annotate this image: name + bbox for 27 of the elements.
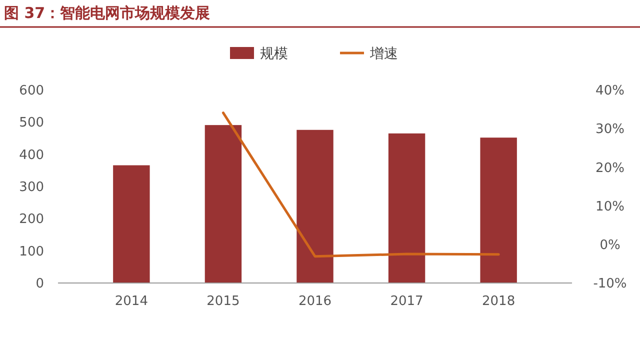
bar	[113, 165, 150, 283]
y-tick-label: 100	[19, 244, 44, 260]
y-tick-label: 200	[19, 212, 44, 228]
bar	[204, 125, 242, 283]
y2-tick-label: 0%	[600, 238, 620, 253]
y-tick-label: 500	[19, 116, 44, 131]
bar	[480, 138, 517, 283]
bar	[388, 133, 426, 283]
legend-label: 规模	[260, 46, 288, 62]
line-series	[222, 112, 500, 258]
y2-tick-label: 30%	[596, 122, 624, 138]
bar	[296, 130, 334, 283]
y2-tick-label: -10%	[593, 276, 627, 292]
y2-tick-label: 10%	[596, 199, 624, 214]
y2-tick-label: 40%	[596, 84, 624, 99]
y-tick-label: 300	[19, 180, 44, 196]
x-tick-label: 2015	[206, 294, 240, 309]
chart-title: 图 37：智能电网市场规模发展	[4, 4, 210, 22]
y2-tick-label: 20%	[596, 160, 624, 176]
y-tick-label: 400	[19, 148, 44, 163]
x-tick-label: 2014	[114, 294, 148, 309]
x-tick-label: 2016	[298, 294, 332, 309]
x-tick-label: 2018	[482, 294, 516, 309]
legend-label: 增速	[369, 46, 398, 62]
y-tick-label: 600	[19, 84, 44, 99]
x-tick-label: 2017	[390, 294, 424, 309]
y-tick-label: 0	[36, 276, 44, 292]
